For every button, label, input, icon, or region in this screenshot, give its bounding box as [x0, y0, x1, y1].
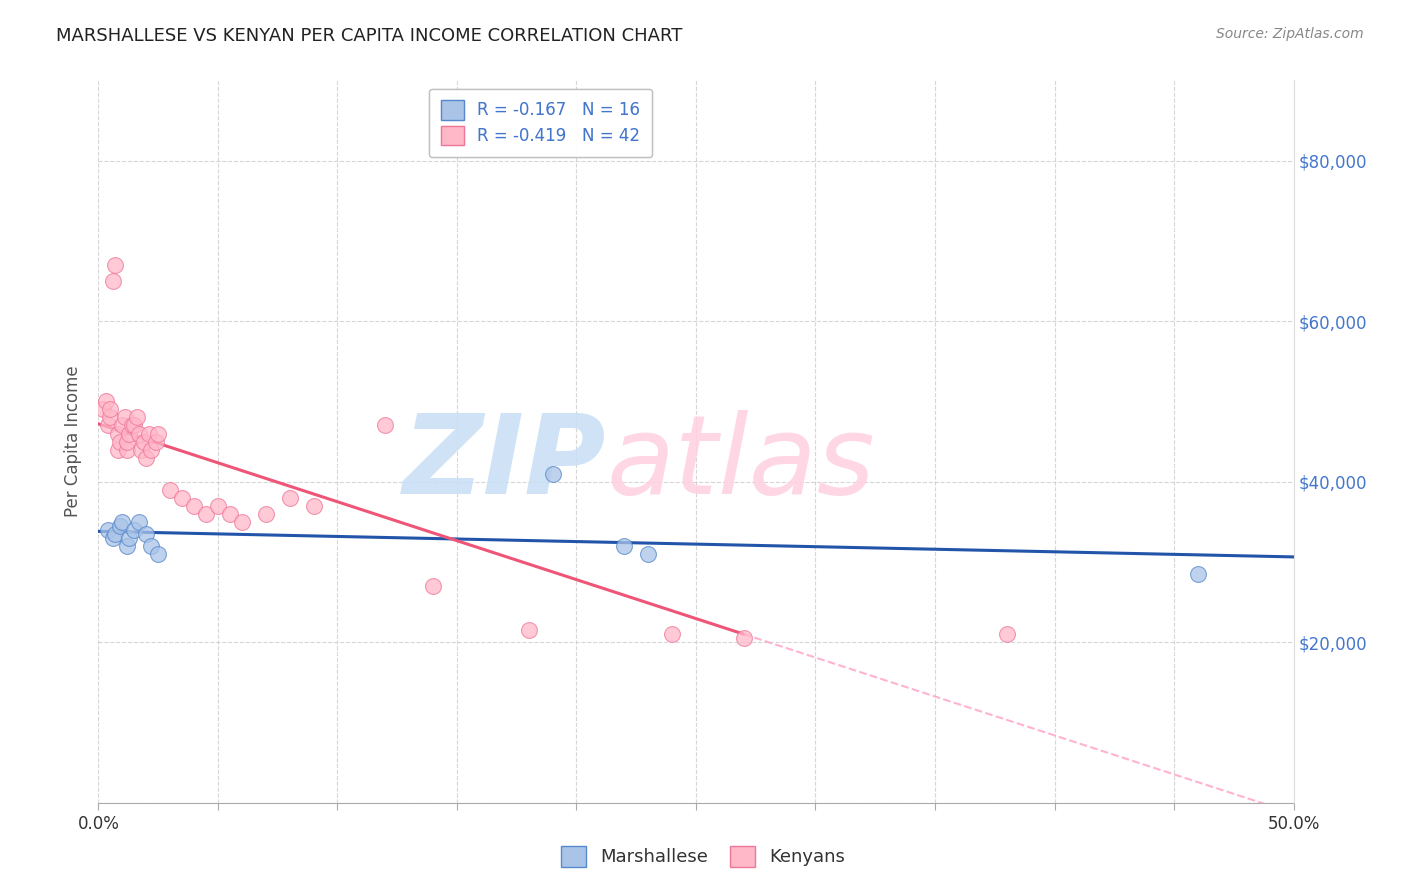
Point — [118, 426, 141, 441]
Point — [661, 627, 683, 641]
Point — [148, 426, 170, 441]
Legend: Marshallese, Kenyans: Marshallese, Kenyans — [554, 838, 852, 874]
Point — [148, 547, 170, 561]
Point — [374, 418, 396, 433]
Point — [91, 402, 114, 417]
Point — [114, 410, 136, 425]
Point — [108, 434, 131, 449]
Point — [111, 418, 134, 433]
Point — [541, 467, 564, 481]
Point — [98, 402, 122, 417]
Point — [107, 426, 129, 441]
Point — [302, 499, 325, 513]
Point — [637, 547, 659, 561]
Point — [132, 434, 155, 449]
Point — [121, 418, 143, 433]
Point — [104, 258, 127, 272]
Point — [278, 491, 301, 505]
Point — [108, 518, 131, 533]
Point — [517, 623, 540, 637]
Text: MARSHALLESE VS KENYAN PER CAPITA INCOME CORRELATION CHART: MARSHALLESE VS KENYAN PER CAPITA INCOME … — [56, 27, 683, 45]
Point — [139, 442, 162, 457]
Point — [139, 539, 162, 553]
Y-axis label: Per Capita Income: Per Capita Income — [65, 366, 83, 517]
Text: atlas: atlas — [606, 409, 875, 516]
Point — [207, 499, 229, 513]
Point — [124, 523, 146, 537]
Point — [115, 434, 138, 449]
Legend: R = -0.167   N = 16, R = -0.419   N = 42: R = -0.167 N = 16, R = -0.419 N = 42 — [429, 88, 652, 157]
Point — [145, 434, 167, 449]
Point — [111, 515, 134, 529]
Point — [1187, 567, 1209, 582]
Point — [138, 426, 160, 441]
Point — [97, 523, 120, 537]
Point — [219, 507, 242, 521]
Point — [135, 450, 157, 465]
Point — [231, 515, 253, 529]
Point — [995, 627, 1018, 641]
Point — [159, 483, 181, 497]
Point — [107, 442, 129, 457]
Point — [101, 274, 124, 288]
Point — [115, 442, 138, 457]
Text: ZIP: ZIP — [404, 409, 606, 516]
Point — [101, 531, 124, 545]
Point — [97, 418, 120, 433]
Point — [135, 526, 157, 541]
Point — [613, 539, 636, 553]
Point — [128, 426, 150, 441]
Point — [94, 394, 117, 409]
Point — [422, 579, 444, 593]
Point — [195, 507, 218, 521]
Text: Source: ZipAtlas.com: Source: ZipAtlas.com — [1216, 27, 1364, 41]
Point — [115, 539, 138, 553]
Point — [128, 515, 150, 529]
Point — [733, 632, 755, 646]
Point — [254, 507, 277, 521]
Point — [104, 526, 127, 541]
Point — [172, 491, 194, 505]
Point — [118, 531, 141, 545]
Point — [98, 410, 122, 425]
Point — [183, 499, 205, 513]
Point — [125, 410, 148, 425]
Point — [131, 442, 153, 457]
Point — [124, 418, 146, 433]
